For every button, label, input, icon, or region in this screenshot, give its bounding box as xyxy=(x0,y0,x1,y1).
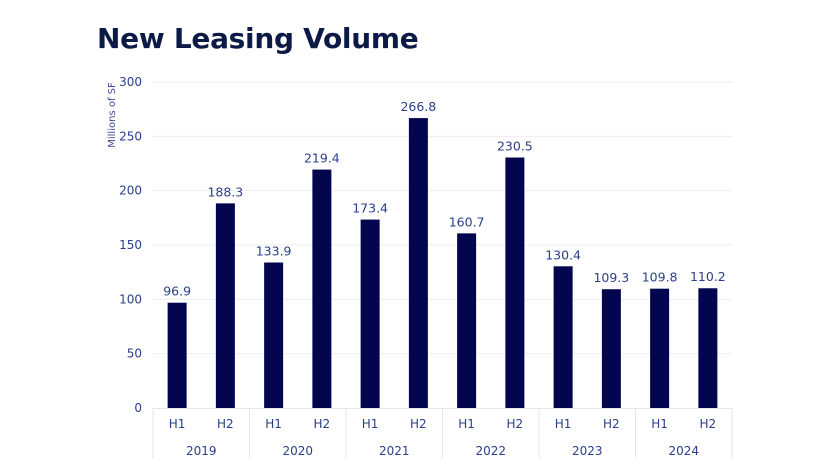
chart-title: New Leasing Volume xyxy=(97,22,419,55)
bar xyxy=(167,302,187,408)
y-tick-label: 200 xyxy=(119,184,142,198)
bar xyxy=(505,157,525,408)
x-group-label: 2023 xyxy=(572,444,603,458)
x-tick-label: H2 xyxy=(410,417,427,431)
x-tick-label: H2 xyxy=(217,417,234,431)
bar xyxy=(215,203,235,408)
y-tick-label: 250 xyxy=(119,129,142,143)
bars xyxy=(167,118,718,408)
x-tick-label: H1 xyxy=(265,417,282,431)
data-label: 96.9 xyxy=(163,284,191,299)
x-group-label: 2020 xyxy=(282,444,313,458)
bar xyxy=(553,266,573,408)
y-tick-label: 50 xyxy=(127,347,142,361)
y-tick-label: 0 xyxy=(134,401,142,415)
x-tick-label: H2 xyxy=(700,417,717,431)
bar xyxy=(264,262,284,408)
bar xyxy=(408,118,428,408)
x-tick-label: H2 xyxy=(603,417,620,431)
bar xyxy=(457,233,477,408)
data-label: 133.9 xyxy=(256,243,292,258)
x-tick-label: H1 xyxy=(362,417,379,431)
y-axis-label: Millions of SF xyxy=(107,82,118,148)
data-label: 188.3 xyxy=(207,184,243,199)
y-tick-label: 300 xyxy=(119,75,142,89)
bar xyxy=(360,219,380,408)
bar xyxy=(698,288,718,408)
x-tick-label: H1 xyxy=(458,417,475,431)
data-label: 109.3 xyxy=(593,270,629,285)
x-tick-label: H1 xyxy=(555,417,572,431)
bar xyxy=(601,289,621,408)
x-group-label: 2021 xyxy=(379,444,410,458)
data-label: 110.2 xyxy=(690,269,726,284)
data-label: 266.8 xyxy=(400,99,436,114)
data-label: 130.4 xyxy=(545,247,581,262)
data-label: 219.4 xyxy=(304,151,340,166)
y-tick-label: 150 xyxy=(119,238,142,252)
data-label: 160.7 xyxy=(449,214,485,229)
y-tick-label: 100 xyxy=(119,292,142,306)
x-group-label: 2022 xyxy=(475,444,506,458)
bar xyxy=(312,169,332,408)
y-axis: 0 50 100 150 200 250 300 xyxy=(119,75,142,415)
x-tick-label: H1 xyxy=(651,417,668,431)
x-group-label: 2024 xyxy=(668,444,699,458)
data-label: 173.4 xyxy=(352,201,388,216)
bar xyxy=(650,288,670,408)
gridlines xyxy=(153,81,732,355)
data-labels: 96.9 188.3 133.9 219.4 173.4 266.8 160.7 230.5 1… xyxy=(163,99,726,299)
x-tick-label: H1 xyxy=(169,417,186,431)
x-tick-label: H2 xyxy=(507,417,524,431)
x-group-label: 2019 xyxy=(186,444,217,458)
data-label: 109.8 xyxy=(642,270,678,285)
x-tick-label: H2 xyxy=(314,417,331,431)
data-label: 230.5 xyxy=(497,139,533,154)
